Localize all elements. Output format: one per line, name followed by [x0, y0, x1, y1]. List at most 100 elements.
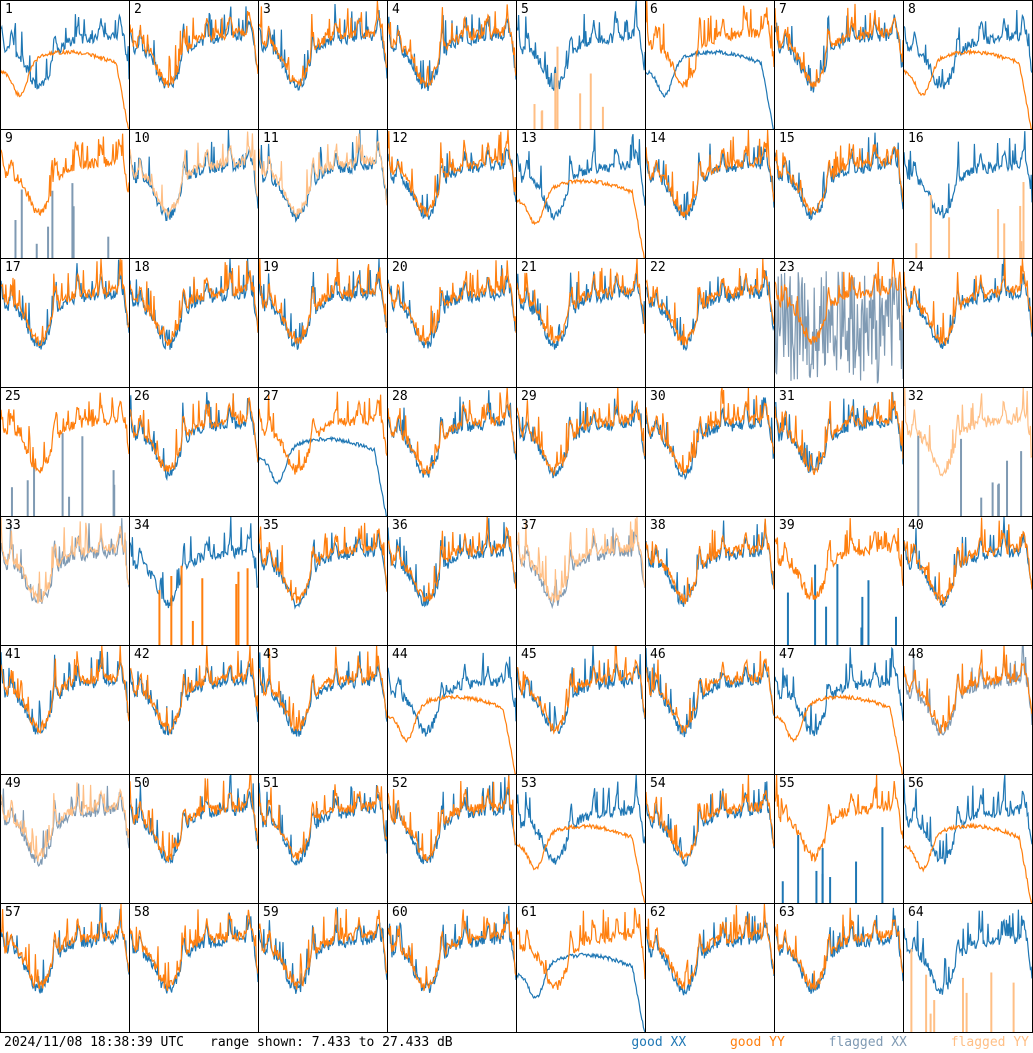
panel-18-yy-line: [130, 260, 258, 346]
panel-number: 2: [134, 2, 142, 17]
panel-number: 8: [908, 2, 916, 17]
panel-48-plot: [904, 646, 1032, 736]
panel-47: 47: [775, 646, 904, 775]
panel-28-plot: [388, 388, 516, 478]
panel-number: 29: [521, 389, 537, 404]
panel-43-plot: [259, 646, 387, 737]
panel-63-yy-line: [775, 907, 903, 990]
panel-1: 1: [1, 1, 130, 130]
panel-30-yy-line: [646, 388, 774, 476]
panel-number: 4: [392, 2, 400, 17]
panel-20: 20: [388, 259, 517, 388]
panel-10-yy-line: [130, 131, 258, 220]
panel-25: 25: [1, 388, 130, 517]
panel-number: 47: [779, 647, 795, 662]
panel-number: 26: [134, 389, 150, 404]
panel-41-yy-line: [1, 646, 129, 735]
panel-number: 6: [650, 2, 658, 17]
panel-9: 9: [1, 130, 130, 259]
panel-40-plot: [904, 517, 1032, 609]
panel-number: 61: [521, 905, 537, 920]
panel-16: 16: [904, 130, 1033, 259]
panel-22: 22: [646, 259, 775, 388]
panel-64-plot: [904, 909, 1032, 1032]
panel-number: 12: [392, 131, 408, 146]
panel-27-plot: [259, 391, 387, 516]
panel-number: 37: [521, 518, 537, 533]
panel-1-plot: [1, 13, 129, 129]
panel-10-plot: [130, 130, 258, 222]
panel-8-plot: [904, 9, 1032, 129]
panel-number: 43: [263, 647, 279, 662]
panel-16-plot: [904, 131, 1032, 258]
panel-15: 15: [775, 130, 904, 259]
panel-number: 16: [908, 131, 924, 146]
panel-number: 63: [779, 905, 795, 920]
panel-41: 41: [1, 646, 130, 775]
panel-2: 2: [130, 1, 259, 130]
panel-6: 6: [646, 1, 775, 130]
panel-number: 3: [263, 2, 271, 17]
panel-2-plot: [130, 6, 258, 89]
panel-16-xx-line: [904, 131, 1032, 219]
panel-11-plot: [259, 130, 387, 223]
panel-number: 54: [650, 776, 666, 791]
panel-49-xx-line: [1, 783, 129, 867]
panel-21-yy-line: [517, 259, 645, 344]
panel-39-yy-line: [775, 518, 903, 600]
panel-54-plot: [646, 775, 774, 867]
panel-39-plot: [775, 518, 903, 645]
panel-37-plot: [517, 517, 645, 610]
panel-60: 60: [388, 904, 517, 1033]
panel-28-xx-line: [388, 390, 516, 478]
panel-number: 59: [263, 905, 279, 920]
panel-number: 1: [5, 2, 13, 17]
panel-27: 27: [259, 388, 388, 517]
panel-64-xx-line: [904, 909, 1032, 995]
panel-10: 10: [130, 130, 259, 259]
panel-34: 34: [130, 517, 259, 646]
panel-52: 52: [388, 775, 517, 904]
panel-12: 12: [388, 130, 517, 259]
panel-55-yy-line: [775, 775, 903, 863]
panel-number: 45: [521, 647, 537, 662]
panel-7-plot: [775, 3, 903, 93]
panel-17-yy-line: [1, 259, 129, 347]
panel-number: 40: [908, 518, 924, 533]
panel-45-plot: [517, 646, 645, 735]
panel-38-yy-line: [646, 518, 774, 605]
panel-5-plot: [517, 1, 645, 129]
panel-number: 9: [5, 131, 13, 146]
panel-number: 5: [521, 2, 529, 17]
panel-17: 17: [1, 259, 130, 388]
panel-46-xx-line: [646, 647, 774, 738]
panel-number: 25: [5, 389, 21, 404]
panel-27-xx-line: [259, 435, 387, 516]
panel-number: 39: [779, 518, 795, 533]
panel-11: 11: [259, 130, 388, 259]
panel-49-plot: [1, 782, 129, 867]
panel-15-yy-line: [775, 143, 903, 216]
panel-53-yy-line: [517, 822, 645, 903]
panel-number: 23: [779, 260, 795, 275]
panel-39: 39: [775, 517, 904, 646]
panel-number: 53: [521, 776, 537, 791]
panel-13-xx-line: [517, 130, 645, 221]
panel-54-yy-line: [646, 775, 774, 862]
panel-36-yy-line: [388, 517, 516, 602]
panel-19-xx-line: [259, 259, 387, 350]
panel-22-plot: [646, 259, 774, 352]
panel-8-yy-line: [904, 48, 1032, 129]
panel-31-plot: [775, 391, 903, 476]
panel-7-yy-line: [775, 3, 903, 89]
panel-46-yy-line: [646, 651, 774, 734]
panel-32: 32: [904, 388, 1033, 517]
panel-45: 45: [517, 646, 646, 775]
panel-30: 30: [646, 388, 775, 517]
panel-51-yy-line: [259, 784, 387, 861]
panel-59-xx-line: [259, 907, 387, 994]
panel-46-plot: [646, 647, 774, 738]
panel-23-yy-line: [775, 259, 903, 345]
panel-54-xx-line: [646, 781, 774, 867]
